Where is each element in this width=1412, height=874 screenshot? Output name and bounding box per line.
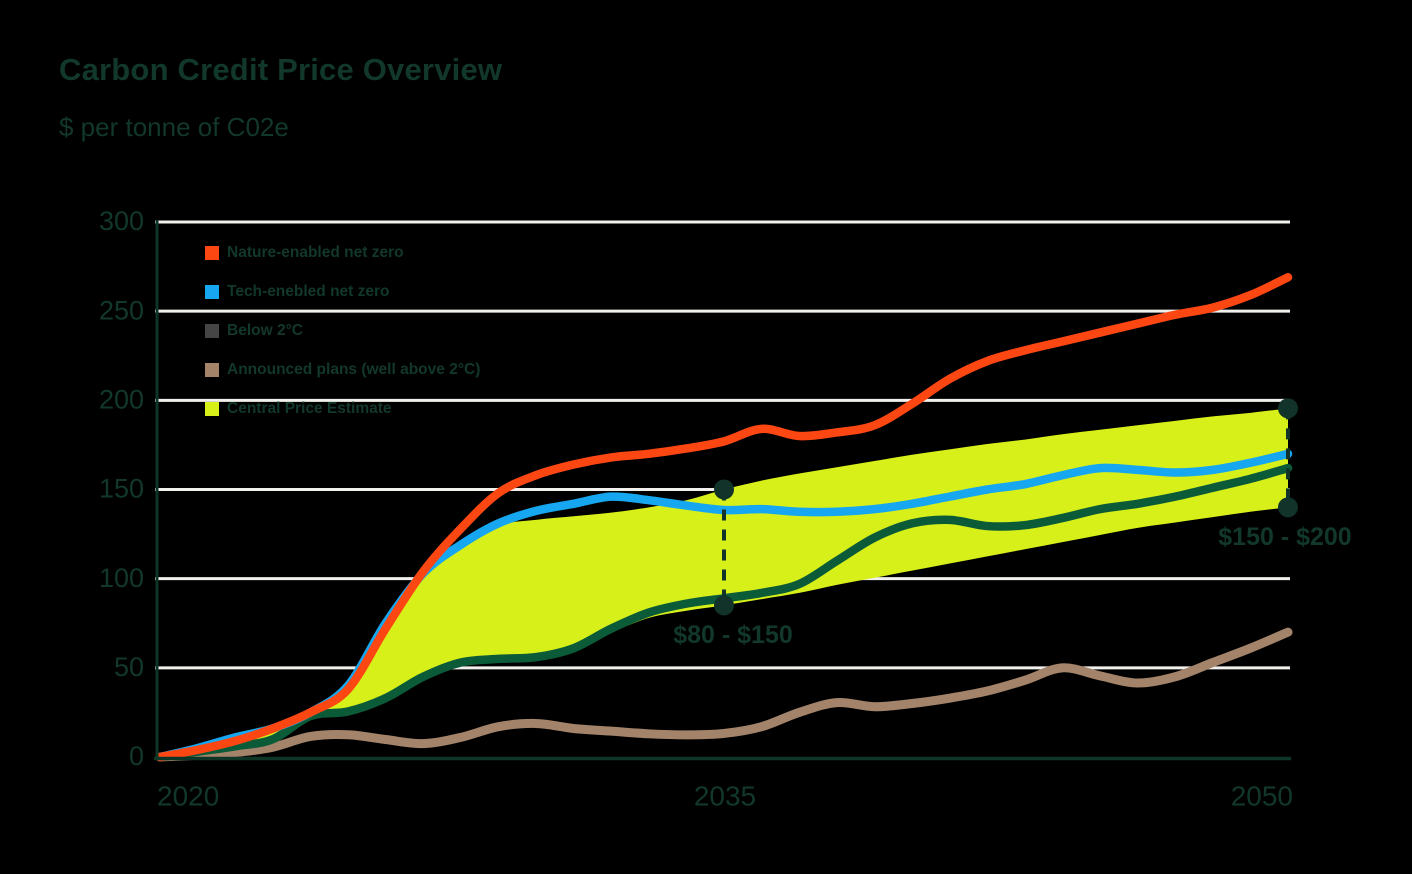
legend-swatch-below-2-c xyxy=(205,323,219,338)
legend-item-tech-enebled-net-zero: Tech-enebled net zero xyxy=(205,272,480,311)
annotation-bottom-dot-2050 xyxy=(1278,497,1298,518)
y-tick-150: 150 xyxy=(99,474,144,504)
chart-header: Carbon Credit Price Overview $ per tonne… xyxy=(59,52,502,143)
y-tick-50: 50 xyxy=(114,652,144,682)
series-line-announced-plans-well-above-2-c xyxy=(155,627,1293,762)
legend-label-nature-enabled-net-zero: Nature-enabled net zero xyxy=(227,243,404,261)
annotation-top-dot-2035 xyxy=(714,479,734,500)
legend-swatch-central-price-estimate xyxy=(205,401,219,416)
legend-item-below-2-c: Below 2°C xyxy=(205,311,480,350)
legend-label-below-2-c: Below 2°C xyxy=(227,321,303,339)
series-line-nature-enabled-net-zero xyxy=(155,273,1293,762)
y-tick-200: 200 xyxy=(99,384,144,414)
legend-swatch-announced-plans-well-above-2-c xyxy=(205,362,219,377)
annotation-label-2050: $150 - $200 xyxy=(1218,523,1351,551)
y-tick-300: 300 xyxy=(99,206,144,236)
x-tick-2035: 2035 xyxy=(694,780,756,811)
legend-label-tech-enebled-net-zero: Tech-enebled net zero xyxy=(227,282,390,300)
y-tick-100: 100 xyxy=(99,563,144,593)
chart-legend: Nature-enabled net zero Tech-enebled net … xyxy=(205,233,480,428)
legend-item-central-price-estimate: Central Price Estimate xyxy=(205,389,480,428)
annotation-top-dot-2050 xyxy=(1278,398,1298,419)
central-price-band xyxy=(160,408,1288,757)
annotation-bottom-dot-2035 xyxy=(714,595,734,616)
legend-item-announced-plans-well-above-2-c: Announced plans (well above 2°C) xyxy=(205,350,480,389)
y-tick-250: 250 xyxy=(99,295,144,325)
page-title: Carbon Credit Price Overview xyxy=(59,52,503,87)
legend-swatch-tech-enebled-net-zero xyxy=(205,284,219,299)
legend-label-announced-plans-well-above-2-c: Announced plans (well above 2°C) xyxy=(227,360,481,378)
page-subtitle: $ per tonne of C02e xyxy=(59,112,289,142)
y-tick-0: 0 xyxy=(129,741,144,771)
legend-item-nature-enabled-net-zero: Nature-enabled net zero xyxy=(205,233,480,272)
legend-swatch-nature-enabled-net-zero xyxy=(205,245,219,260)
x-tick-2020: 2020 xyxy=(157,780,219,811)
legend-label-central-price-estimate: Central Price Estimate xyxy=(227,399,392,417)
annotation-label-2035: $80 - $150 xyxy=(673,621,793,649)
x-tick-2050: 2050 xyxy=(1231,780,1293,811)
